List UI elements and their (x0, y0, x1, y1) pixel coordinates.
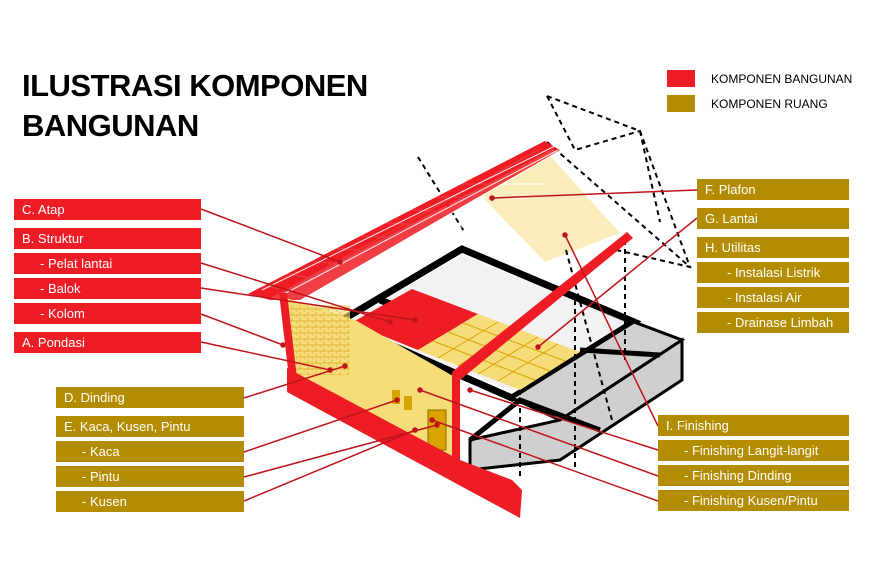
label-pondasi: A. Pondasi (14, 332, 201, 353)
foundation-pondasi-side (460, 460, 522, 490)
legend-swatch-gold (667, 95, 695, 112)
label-dinding: D. Dinding (56, 387, 244, 408)
label-plafon: F. Plafon (697, 179, 849, 200)
column-kolom (279, 232, 633, 470)
legend-item-bangunan: KOMPONEN BANGUNAN (667, 66, 852, 91)
label-pelat-lantai: - Pelat lantai (14, 253, 201, 274)
label-lantai: G. Lantai (697, 208, 849, 229)
label-finishing: I. Finishing (658, 415, 849, 436)
label-kusen: - Kusen (56, 491, 244, 512)
label-atap: C. Atap (14, 199, 201, 220)
foundation-pondasi (287, 368, 522, 518)
title-line-1: ILUSTRASI KOMPONEN (22, 68, 368, 103)
label-instalasi-listrik: - Instalasi Listrik (697, 262, 849, 283)
legend: KOMPONEN BANGUNAN KOMPONEN RUANG (667, 66, 852, 116)
door-pintu (427, 409, 447, 451)
label-pintu: - Pintu (56, 466, 244, 487)
plafon-ceiling (466, 150, 620, 262)
label-kaca: - Kaca (56, 441, 244, 462)
label-struktur: B. Struktur (14, 228, 201, 249)
leader-lines (200, 189, 698, 502)
legend-label: KOMPONEN RUANG (711, 96, 828, 111)
label-balok: - Balok (14, 278, 201, 299)
label-finishing-kusen: - Finishing Kusen/Pintu (658, 490, 849, 511)
label-utilitas: H. Utilitas (697, 237, 849, 258)
window-kaca (392, 390, 400, 404)
legend-item-ruang: KOMPONEN RUANG (667, 91, 852, 116)
label-kaca-kusen-pintu: E. Kaca, Kusen, Pintu (56, 416, 244, 437)
label-instalasi-air: - Instalasi Air (697, 287, 849, 308)
window-kaca-2 (404, 396, 412, 410)
label-drainase-limbah: - Drainase Limbah (697, 312, 849, 333)
legend-swatch-red (667, 70, 695, 87)
wall-dinding (283, 297, 460, 470)
roof-grid (261, 145, 559, 297)
label-kolom: - Kolom (14, 303, 201, 324)
roof-outline-dashed (417, 95, 692, 269)
label-finishing-dinding: - Finishing Dinding (658, 465, 849, 486)
title-line-2: BANGUNAN (22, 108, 199, 143)
page-title: ILUSTRASI KOMPONEN BANGUNAN (22, 66, 368, 146)
legend-label: KOMPONEN BANGUNAN (711, 71, 853, 86)
label-finishing-langit: - Finishing Langit-langit (658, 440, 849, 461)
